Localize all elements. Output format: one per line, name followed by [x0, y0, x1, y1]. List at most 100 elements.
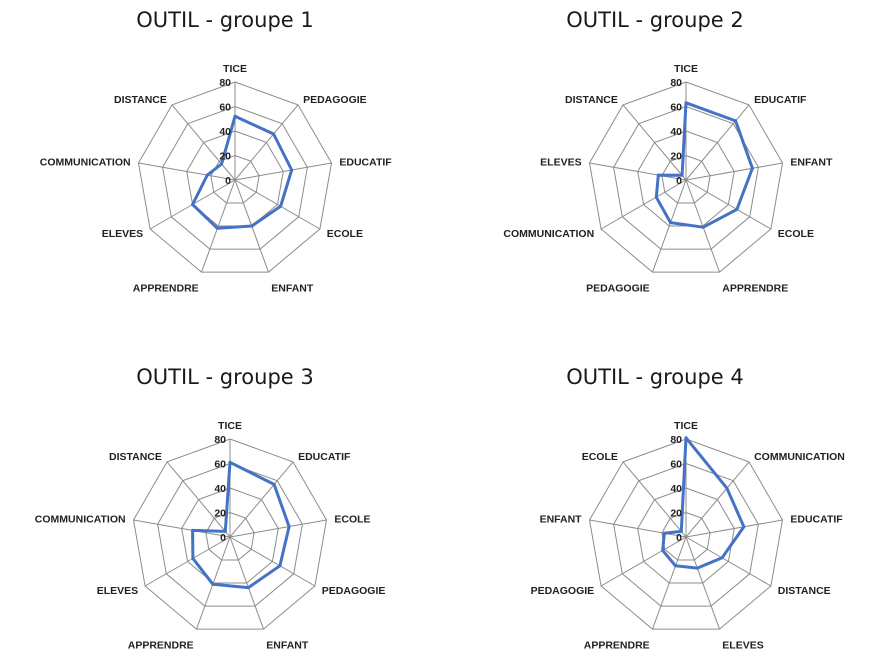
radar-chart-groupe-4: 0 20 40 60 80 TICE COMMUNICATION EDUCATIF DISTAN…: [531, 420, 845, 652]
tick-label: 40: [670, 483, 682, 495]
series-line: [191, 460, 291, 590]
data-point-pedagogie: [669, 221, 672, 225]
category-label-enfant: ENFANT: [271, 283, 314, 295]
data-point-pedagogie: [278, 564, 282, 568]
grid-ring: [588, 81, 784, 273]
tick-label: 60: [670, 102, 682, 114]
data-point-eleves: [191, 203, 195, 206]
grid-ring: [637, 487, 735, 584]
axis-spoke: [685, 461, 750, 538]
axis-spoke: [229, 519, 327, 538]
category-label-apprendre: APPRENDRE: [128, 640, 194, 652]
axis-spoke: [622, 104, 687, 181]
grid-ring: [132, 438, 328, 630]
tick-label: 0: [220, 532, 226, 544]
category-label-educatif: EDUCATIF: [298, 451, 351, 463]
axis-spoke: [589, 519, 687, 538]
category-label-distance: DISTANCE: [109, 451, 162, 463]
category-label-eleves: ELEVES: [722, 640, 763, 652]
data-point-educatif: [742, 525, 746, 529]
data-point-apprendre: [674, 564, 677, 568]
data-point-pedagogie: [272, 132, 276, 136]
category-label-communication: COMMUNICATION: [503, 228, 594, 240]
data-point-ecole: [679, 529, 683, 533]
grid-ring: [205, 511, 255, 561]
category-label-tice: TICE: [223, 63, 247, 75]
category-label-communication: COMMUNICATION: [40, 157, 131, 169]
data-point-ecole: [735, 207, 739, 211]
data-point-eleves: [656, 173, 660, 177]
series-line: [654, 101, 754, 229]
data-point-enfant: [246, 586, 250, 590]
axis-spoke: [685, 536, 772, 587]
axis-spoke: [685, 179, 772, 230]
category-label-ecole: ECOLE: [327, 228, 363, 240]
grid-ring: [157, 462, 303, 607]
data-point-tice: [228, 460, 232, 464]
category-label-apprendre: APPRENDRE: [584, 640, 650, 652]
data-point-eleves: [695, 566, 699, 570]
tick-label: 60: [214, 459, 226, 471]
category-label-ecole: ECOLE: [582, 451, 618, 463]
data-point-distance: [720, 556, 724, 560]
tick-label: 20: [670, 508, 682, 520]
axis-spoke: [201, 179, 236, 273]
chart-title: OUTIL - groupe 1: [136, 8, 314, 32]
tick-label: 20: [219, 151, 231, 163]
data-point-enfant: [750, 166, 754, 170]
category-label-ecole: ECOLE: [778, 228, 814, 240]
axis-spoke: [229, 461, 294, 538]
category-label-enfant: ENFANT: [266, 640, 309, 652]
axis-spoke: [685, 162, 783, 181]
tick-label: 20: [670, 151, 682, 163]
category-label-distance: DISTANCE: [114, 94, 167, 106]
radar-panel-groupe-3: OUTIL - groupe 3 0 20 40 60 80 TICE EDUCATIF EC…: [30, 365, 420, 655]
axis-spoke: [589, 162, 687, 181]
category-label-distance: DISTANCE: [778, 585, 831, 597]
axis-spoke: [229, 536, 264, 630]
axis-spoke: [144, 536, 231, 587]
data-point-enfant: [662, 531, 666, 535]
radar-chart-groupe-3: 0 20 40 60 80 TICE EDUCATIF ECOLE PEDAGOGIE ENFAN…: [35, 420, 386, 652]
grid-ring: [661, 154, 711, 204]
tick-label: 60: [670, 459, 682, 471]
tick-label: 20: [214, 508, 226, 520]
data-point-eleves: [191, 556, 195, 560]
data-point-communication: [205, 173, 209, 177]
data-point-communication: [191, 528, 195, 532]
data-point-tice: [233, 114, 237, 118]
data-point-pedagogie: [661, 549, 665, 552]
data-point-apprendre: [215, 226, 219, 230]
category-label-distance: DISTANCE: [565, 94, 618, 106]
chart-title: OUTIL - groupe 2: [566, 8, 744, 32]
axis-spoke: [652, 536, 687, 630]
chart-title: OUTIL - groupe 3: [136, 365, 314, 389]
data-point-educatif: [734, 119, 738, 123]
tick-label: 80: [670, 77, 682, 89]
category-label-pedagogie: PEDAGOGIE: [531, 585, 595, 597]
data-point-educatif: [290, 168, 294, 172]
chart-title: OUTIL - groupe 4: [566, 365, 744, 389]
data-point-ecole: [287, 525, 291, 529]
category-label-communication: COMMUNICATION: [754, 451, 845, 463]
data-point-tice: [684, 436, 688, 440]
category-label-tice: TICE: [674, 420, 698, 432]
tick-label: 40: [670, 126, 682, 138]
tick-label: 80: [670, 434, 682, 446]
tick-label: 0: [676, 532, 682, 544]
grid-ring: [137, 81, 333, 273]
category-label-tice: TICE: [674, 63, 698, 75]
category-label-educatif: EDUCATIF: [754, 94, 807, 106]
category-label-pedagogie: PEDAGOGIE: [586, 283, 650, 295]
axis-spoke: [622, 461, 687, 538]
radar-chart-groupe-2: 0 20 40 60 80 TICE EDUCATIF ENFANT ECOLE APPRENDR…: [503, 63, 833, 295]
category-label-educatif: EDUCATIF: [790, 514, 843, 526]
tick-label: 60: [219, 102, 231, 114]
radar-chart-groupe-1: 0 20 40 60 80 TICE PEDAGOGIE EDUCATIF ECOLE ENFAN…: [40, 63, 392, 295]
radar-panel-groupe-2: OUTIL - groupe 2 0 20 40 60 80 TICE EDUCATIF EN…: [460, 8, 850, 308]
data-point-tice: [684, 101, 688, 105]
tick-label: 40: [214, 483, 226, 495]
tick-label: 0: [225, 175, 231, 187]
axis-spoke: [234, 162, 332, 181]
category-label-apprendre: APPRENDRE: [722, 283, 788, 295]
